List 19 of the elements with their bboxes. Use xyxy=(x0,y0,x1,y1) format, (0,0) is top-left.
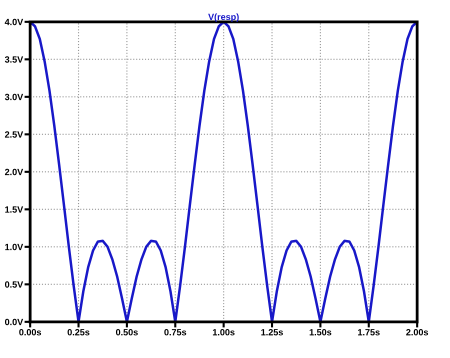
y-tick-label: 3.5V xyxy=(4,56,24,63)
x-tick-label: 1.50s xyxy=(310,329,332,336)
x-tick-label: 1.75s xyxy=(358,329,380,336)
y-tick-label: 2.0V xyxy=(4,168,24,176)
x-tick-label: 0.00s xyxy=(19,329,42,336)
y-tick-label: 0.5V xyxy=(4,281,24,288)
x-tick-label: 0.75s xyxy=(164,329,186,336)
y-tick-label: 1.0V xyxy=(5,244,24,250)
y-tick-label: 3.0V xyxy=(4,94,24,100)
y-tick-label: 4.0V xyxy=(4,18,24,26)
y-tick-label: 1.5V xyxy=(5,206,24,213)
chart-title: V(resp) xyxy=(208,13,239,22)
y-tick-label: 2.5V xyxy=(4,131,24,138)
x-tick-label: 0.25s xyxy=(68,329,90,336)
y-tick-label: 0.0V xyxy=(4,318,24,326)
x-tick-label: 0.50s xyxy=(116,329,138,336)
x-tick-label: 1.25s xyxy=(261,329,283,336)
x-tick-label: 1.00s xyxy=(212,329,235,336)
x-tick-label: 2.00s xyxy=(406,329,428,336)
